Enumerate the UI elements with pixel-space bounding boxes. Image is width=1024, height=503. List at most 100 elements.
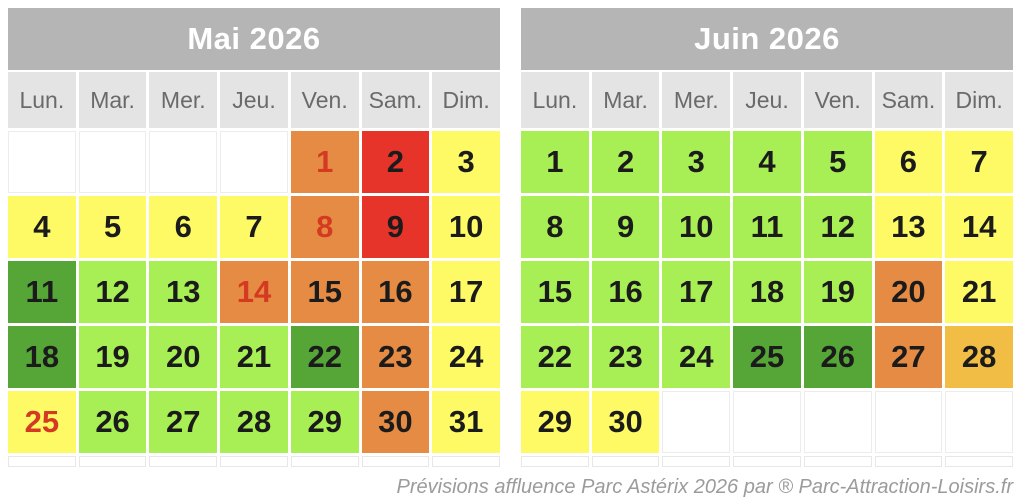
empty-cell [220,131,288,193]
empty-strip-cell [733,456,801,467]
day-cell: 7 [220,196,288,258]
day-cell: 1 [290,131,359,193]
day-cell: 30 [591,391,660,453]
empty-strip-cell [78,456,147,467]
day-cell: 27 [149,391,218,453]
day-grid-june: 1 2 3 4 5 6 7 8 9 10 11 12 13 14 15 16 17 18 19 20 21 22 23 24 2… [521,131,1013,453]
weekday-header-row: Lun. Mar. Mer. Jeu. Ven. Sam. Dim. [521,72,1013,128]
empty-cell [78,131,147,193]
empty-strip-cell [8,456,76,467]
day-cell: 20 [874,261,943,323]
weekday-label: Sam. [361,72,430,128]
weekday-label: Mer. [149,72,218,128]
day-cell: 8 [290,196,359,258]
day-cell: 28 [220,391,288,453]
day-cell: 4 [733,131,801,193]
weekday-label: Lun. [521,72,589,128]
empty-strip-cell [432,456,500,467]
day-cell: 25 [8,391,76,453]
weekday-header-row: Lun. Mar. Mer. Jeu. Ven. Sam. Dim. [8,72,500,128]
day-cell: 14 [220,261,288,323]
day-cell: 14 [945,196,1013,258]
day-cell: 16 [361,261,430,323]
day-cell: 19 [78,326,147,388]
empty-cell [733,391,801,453]
day-cell: 27 [874,326,943,388]
weekday-label: Dim. [432,72,500,128]
weekday-label: Dim. [945,72,1013,128]
day-cell: 2 [591,131,660,193]
empty-strip-cell [220,456,288,467]
day-cell: 21 [220,326,288,388]
day-cell: 7 [945,131,1013,193]
day-cell: 22 [290,326,359,388]
weekday-label: Sam. [874,72,943,128]
attribution-caption: Prévisions affluence Parc Astérix 2026 p… [396,476,1013,498]
weekday-label: Ven. [803,72,872,128]
day-cell: 24 [432,326,500,388]
empty-strip-cell [803,456,872,467]
day-cell: 3 [662,131,731,193]
day-cell: 6 [149,196,218,258]
empty-footer-row [521,456,1013,467]
day-cell: 11 [8,261,76,323]
weekday-label: Jeu. [220,72,288,128]
empty-strip-cell [662,456,731,467]
weekday-label: Mar. [78,72,147,128]
day-cell: 12 [78,261,147,323]
day-cell: 13 [149,261,218,323]
weekday-label: Mer. [662,72,731,128]
day-cell: 10 [432,196,500,258]
day-cell: 13 [874,196,943,258]
day-cell: 5 [78,196,147,258]
calendar-title-may: Mai 2026 [8,8,500,70]
day-cell: 20 [149,326,218,388]
day-cell: 29 [290,391,359,453]
day-cell: 18 [8,326,76,388]
weekday-label: Lun. [8,72,76,128]
empty-footer-row [8,456,500,467]
day-cell: 4 [8,196,76,258]
calendar-title-june: Juin 2026 [521,8,1013,70]
weekday-label: Jeu. [733,72,801,128]
empty-cell [874,391,943,453]
day-grid-may: 1 2 3 4 5 6 7 8 9 10 11 12 13 14 15 16 17 18 19 20 21 22 23 24 2… [8,131,500,453]
day-cell: 5 [803,131,872,193]
day-cell: 23 [361,326,430,388]
empty-cell [803,391,872,453]
day-cell: 24 [662,326,731,388]
weekday-label: Mar. [591,72,660,128]
day-cell: 3 [432,131,500,193]
empty-cell [149,131,218,193]
day-cell: 29 [521,391,589,453]
day-cell: 17 [432,261,500,323]
day-cell: 31 [432,391,500,453]
day-cell: 21 [945,261,1013,323]
day-cell: 17 [662,261,731,323]
day-cell: 30 [361,391,430,453]
day-cell: 18 [733,261,801,323]
day-cell: 15 [521,261,589,323]
empty-cell [8,131,76,193]
day-cell: 2 [361,131,430,193]
empty-strip-cell [290,456,359,467]
empty-strip-cell [521,456,589,467]
weekday-label: Ven. [290,72,359,128]
empty-strip-cell [149,456,218,467]
day-cell: 12 [803,196,872,258]
day-cell: 19 [803,261,872,323]
empty-strip-cell [361,456,430,467]
day-cell: 1 [521,131,589,193]
day-cell: 25 [733,326,801,388]
empty-strip-cell [945,456,1013,467]
calendar-june: Juin 2026 Lun. Mar. Mer. Jeu. Ven. Sam. Dim. 1… [521,8,1013,467]
empty-strip-cell [591,456,660,467]
day-cell: 9 [361,196,430,258]
day-cell: 15 [290,261,359,323]
day-cell: 11 [733,196,801,258]
day-cell: 22 [521,326,589,388]
empty-cell [662,391,731,453]
